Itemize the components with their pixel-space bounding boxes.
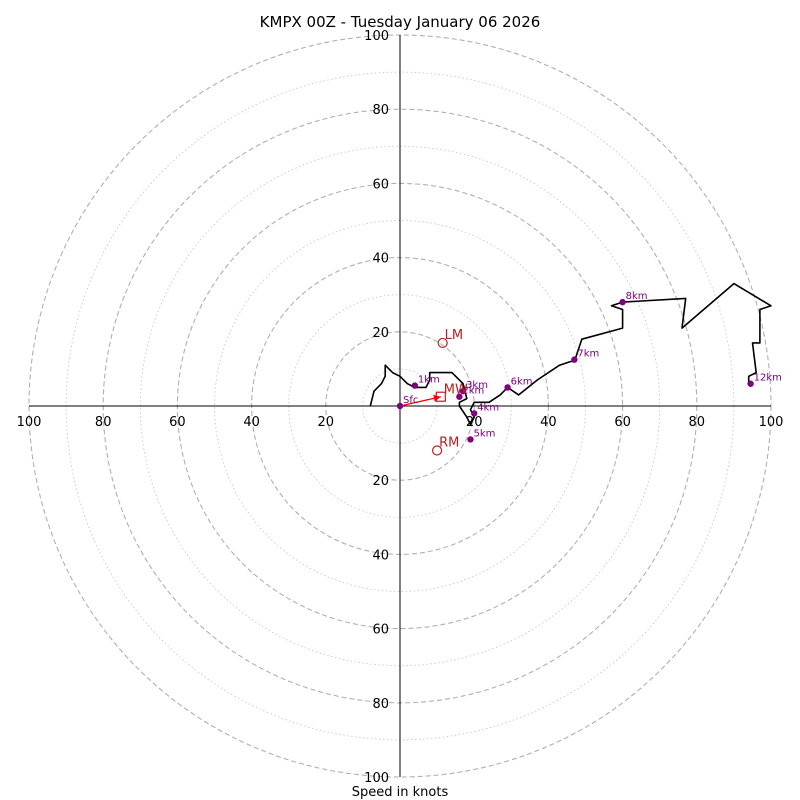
mean-wind-label: MW [444,383,468,398]
tick-label: 40 [540,415,557,430]
height-marker-label: 5km [473,428,495,439]
tick-label: 60 [169,415,186,430]
tick-label: 100 [759,415,784,430]
tick-label: 40 [372,548,389,563]
height-marker-dot [456,393,463,400]
shear-vector-arrowhead [433,394,441,402]
height-marker-label: 6km [511,376,533,387]
height-marker-dot [411,382,419,389]
storm-motion-markers: LM RM MW [432,328,468,456]
height-marker-dot [504,384,511,391]
tick-label: 40 [243,415,260,430]
tick-label: 80 [689,415,706,430]
height-marker-dot [747,380,754,387]
left-mover-marker [437,337,448,349]
height-marker-dot [571,356,578,363]
tick-label: 80 [372,697,389,712]
tick-label: 40 [372,252,389,267]
tick-label: 60 [372,177,389,192]
tick-label: 100 [17,415,42,430]
right-mover-label: RM [439,436,459,451]
tick-label: 20 [466,415,483,430]
tick-label: 60 [372,623,389,638]
height-marker-label: 7km [577,349,599,360]
height-marker-label: 1km [418,375,440,386]
height-marker-dot [467,436,474,443]
tick-label: 20 [372,326,389,341]
height-marker-label: 8km [626,291,648,302]
tick-label: 100 [364,771,389,786]
height-marker-dot [396,402,404,410]
chart-title: KMPX 00Z - Tuesday January 06 2026 [260,13,541,31]
height-marker-label: 4km [477,402,499,413]
right-mover-marker [432,445,443,456]
height-marker-label: 2km [462,386,484,397]
height-marker-label: 12km [754,373,782,384]
x-axis-label: Speed in knots [352,785,449,800]
tick-label: 20 [318,415,335,430]
height-marker-label: 3km [466,380,488,391]
height-marker-label: Sfc [403,395,418,406]
tick-label: 80 [372,103,389,118]
tick-label: 100 [364,29,389,44]
tick-label: 20 [372,474,389,489]
tick-labels: 100 80 60 40 20 20 40 60 80 100 100 80 60 40 20 20 40 60 8… [17,29,784,786]
height-marker-dot [471,410,478,417]
mean-wind-marker [435,391,446,402]
shear-vector-group [399,394,441,407]
tick-label: 80 [95,415,112,430]
height-marker-dot [459,387,467,395]
hodograph-trace [369,282,772,426]
hodograph-trace-group [369,282,772,426]
tick-label: 60 [614,415,631,430]
left-mover-label: LM [445,328,463,343]
height-marker-dot [619,298,626,306]
